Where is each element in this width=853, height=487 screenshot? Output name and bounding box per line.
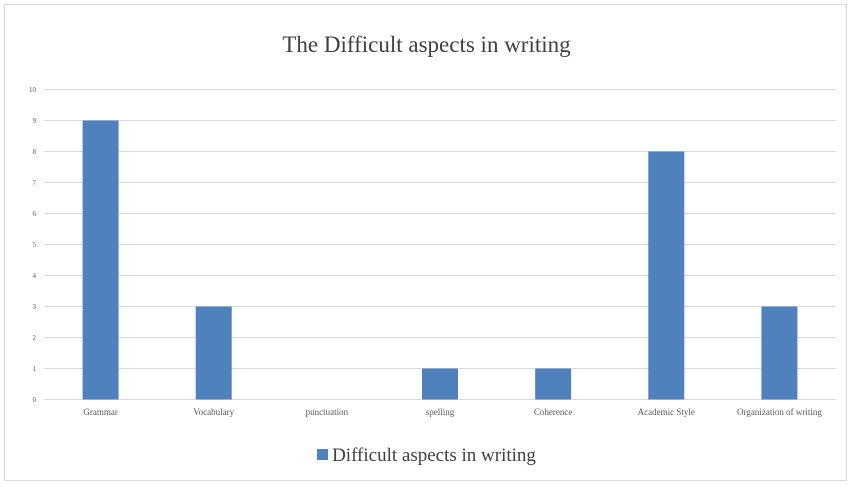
y-tick-label: 2 xyxy=(33,334,37,342)
y-tick-label: 6 xyxy=(33,210,37,218)
x-tick-label: Coherence xyxy=(534,407,572,417)
bar xyxy=(422,368,458,400)
y-tick-label: 4 xyxy=(33,272,37,280)
legend: Difficult aspects in writing xyxy=(0,444,853,468)
legend-swatch xyxy=(317,449,329,461)
x-tick-label: Organization of writing xyxy=(737,407,822,417)
x-tick-label: punctuation xyxy=(306,407,349,417)
bar xyxy=(761,306,798,400)
legend-label: Difficult aspects in writing xyxy=(332,445,536,466)
chart-frame xyxy=(4,4,847,481)
y-tick-label: 0 xyxy=(33,396,37,404)
bar xyxy=(648,151,685,400)
y-tick-label: 8 xyxy=(33,148,37,156)
x-tick-label: Vocabulary xyxy=(193,407,234,417)
y-tick-label: 1 xyxy=(33,365,37,373)
bar xyxy=(535,368,572,400)
y-tick-label: 9 xyxy=(33,117,37,125)
y-tick-label: 3 xyxy=(33,303,37,311)
x-tick-label: spelling xyxy=(426,407,455,417)
bar xyxy=(82,120,119,400)
y-tick-label: 10 xyxy=(29,86,37,94)
x-tick-label: Academic Style xyxy=(638,407,695,417)
y-tick-label: 5 xyxy=(33,241,37,249)
bar xyxy=(195,306,232,400)
y-tick-label: 7 xyxy=(33,179,37,187)
chart-title: The Difficult aspects in writing xyxy=(282,32,571,57)
x-tick-label: Grammar xyxy=(83,407,117,417)
